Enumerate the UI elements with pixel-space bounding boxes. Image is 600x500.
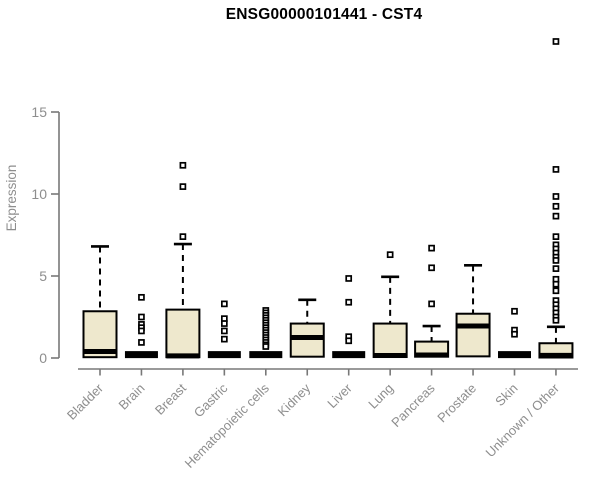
outlier-point — [552, 38, 560, 45]
outlier-point — [179, 161, 187, 169]
outlier-point — [345, 298, 353, 306]
outlier-point — [262, 343, 270, 350]
outlier-point — [179, 233, 187, 240]
outlier-point — [552, 166, 560, 173]
outlier-point — [221, 320, 228, 327]
outlier-point — [428, 300, 435, 308]
x-tick-label: Unknown / Other — [482, 380, 562, 460]
outlier-point — [428, 264, 435, 272]
iqr-box — [289, 322, 325, 358]
outlier-point — [552, 280, 560, 288]
x-tick-label: Liver — [324, 380, 355, 411]
outlier-point — [552, 316, 560, 324]
collapsed-box — [332, 351, 366, 359]
outlier-point — [138, 339, 145, 346]
x-tick-label: Breast — [152, 380, 189, 417]
x-tick-label: Pancreas — [388, 380, 438, 430]
outlier-point — [428, 244, 435, 252]
outlier-point — [552, 212, 560, 220]
y-tick-label: 0 — [39, 350, 47, 366]
outlier-point — [345, 337, 353, 345]
x-tick-label: Kidney — [275, 380, 314, 419]
outlier-point — [552, 265, 560, 272]
outlier-point — [386, 251, 394, 259]
outlier-point — [179, 183, 187, 190]
outlier-point — [511, 307, 518, 315]
x-tick-label: Bladder — [64, 380, 107, 423]
collapsed-box — [124, 351, 158, 359]
outlier-point — [138, 327, 145, 335]
outlier-point — [552, 287, 560, 295]
x-tick-label: Lung — [365, 381, 396, 412]
outlier-point — [221, 335, 228, 343]
outlier-point — [345, 275, 353, 282]
outlier-point — [552, 233, 560, 240]
collapsed-box — [498, 351, 531, 359]
x-tick-label: Gastric — [191, 380, 231, 420]
y-tick-label: 15 — [31, 104, 47, 120]
iqr-box — [372, 322, 408, 359]
outlier-point — [511, 330, 518, 338]
iqr-box — [165, 308, 201, 359]
outlier-point — [552, 193, 560, 200]
outlier-point — [221, 327, 228, 335]
iqr-box — [455, 312, 491, 358]
chart-title: ENSG00000101441 - CST4 — [225, 6, 423, 23]
outlier-point — [552, 257, 560, 264]
outlier-point — [138, 293, 145, 301]
collapsed-box — [249, 351, 283, 359]
x-tick-label: Prostate — [434, 381, 479, 426]
x-tick-label: Brain — [115, 381, 147, 413]
y-tick-label: 5 — [39, 268, 47, 284]
collapsed-box — [207, 351, 241, 359]
x-tick-label: Skin — [492, 381, 520, 409]
y-axis-title: Expression — [4, 165, 19, 232]
outlier-point — [221, 300, 228, 308]
outlier-point — [552, 202, 560, 210]
outlier-point — [138, 313, 145, 321]
y-tick-label: 10 — [31, 186, 47, 202]
